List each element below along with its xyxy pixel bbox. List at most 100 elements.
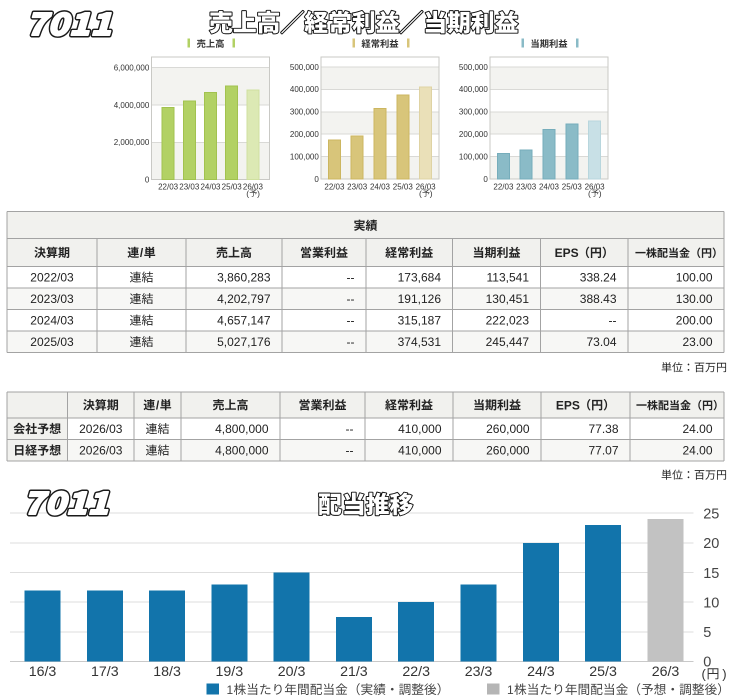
svg-text:25/03: 25/03 xyxy=(562,183,583,192)
svg-text:26/03: 26/03 xyxy=(416,183,437,192)
svg-text:260,000: 260,000 xyxy=(486,444,530,458)
svg-text:1: 1 xyxy=(507,683,514,697)
svg-text:(: ( xyxy=(588,188,591,198)
svg-text:--: -- xyxy=(347,271,355,285)
svg-text:18/3: 18/3 xyxy=(153,664,181,680)
svg-text:2024/03: 2024/03 xyxy=(30,314,74,328)
svg-text:245,447: 245,447 xyxy=(486,335,530,349)
svg-text:400,000: 400,000 xyxy=(459,85,488,94)
svg-text:--: -- xyxy=(346,422,354,436)
svg-text:25: 25 xyxy=(703,507,719,523)
svg-text:25/03: 25/03 xyxy=(222,183,243,192)
svg-text:23/3: 23/3 xyxy=(465,664,493,680)
svg-text:--: -- xyxy=(347,292,355,306)
svg-text:26/03: 26/03 xyxy=(585,183,606,192)
svg-text:(: ( xyxy=(246,188,249,198)
svg-text:100.00: 100.00 xyxy=(676,271,713,285)
svg-text:173,684: 173,684 xyxy=(398,271,442,285)
svg-text:24/03: 24/03 xyxy=(539,183,560,192)
svg-text:24.00: 24.00 xyxy=(682,422,712,436)
svg-text:/: / xyxy=(140,246,144,260)
svg-text:130.00: 130.00 xyxy=(676,292,713,306)
svg-text:2,000,000: 2,000,000 xyxy=(114,138,150,147)
svg-text:200.00: 200.00 xyxy=(676,314,713,328)
svg-text:0: 0 xyxy=(145,175,150,184)
svg-text:315,187: 315,187 xyxy=(398,314,442,328)
svg-text:4,800,000: 4,800,000 xyxy=(215,422,269,436)
svg-text:5,027,176: 5,027,176 xyxy=(217,335,271,349)
svg-text:19/3: 19/3 xyxy=(215,664,243,680)
svg-text:130,451: 130,451 xyxy=(486,292,530,306)
svg-text:0: 0 xyxy=(483,175,488,184)
svg-text:22/03: 22/03 xyxy=(324,183,345,192)
svg-text:200,000: 200,000 xyxy=(290,130,319,139)
svg-text:): ) xyxy=(722,667,726,682)
svg-text:374,531: 374,531 xyxy=(398,335,442,349)
svg-text:260,000: 260,000 xyxy=(486,422,530,436)
svg-text:400,000: 400,000 xyxy=(290,85,319,94)
svg-text:4,000,000: 4,000,000 xyxy=(114,101,150,110)
svg-text:24/3: 24/3 xyxy=(527,664,555,680)
svg-text:--: -- xyxy=(347,314,355,328)
svg-text:EPS: EPS xyxy=(555,246,579,260)
svg-text:21/3: 21/3 xyxy=(340,664,368,680)
svg-text:77.38: 77.38 xyxy=(588,422,618,436)
svg-text:500,000: 500,000 xyxy=(290,63,319,72)
svg-text:2026/03: 2026/03 xyxy=(79,422,123,436)
svg-text:23/03: 23/03 xyxy=(179,183,200,192)
svg-text:4,800,000: 4,800,000 xyxy=(215,444,269,458)
svg-text:22/3: 22/3 xyxy=(402,664,430,680)
svg-text:410,000: 410,000 xyxy=(398,444,442,458)
svg-text:15: 15 xyxy=(703,566,719,582)
svg-text:2025/03: 2025/03 xyxy=(30,335,74,349)
svg-text:100,000: 100,000 xyxy=(290,152,319,161)
svg-text:EPS: EPS xyxy=(556,398,580,412)
svg-text:25/03: 25/03 xyxy=(393,183,414,192)
svg-text:5: 5 xyxy=(703,625,711,641)
svg-text:388.43: 388.43 xyxy=(580,292,617,306)
svg-text:23.00: 23.00 xyxy=(682,335,712,349)
svg-text:100,000: 100,000 xyxy=(459,152,488,161)
svg-text:338.24: 338.24 xyxy=(580,271,617,285)
svg-text:24/03: 24/03 xyxy=(370,183,391,192)
svg-text:191,126: 191,126 xyxy=(398,292,442,306)
svg-text:10: 10 xyxy=(703,595,719,611)
svg-text:): ) xyxy=(257,188,260,198)
svg-text:222,023: 222,023 xyxy=(486,314,530,328)
svg-text:300,000: 300,000 xyxy=(290,108,319,117)
svg-text:/: / xyxy=(156,398,160,412)
svg-text:4,202,797: 4,202,797 xyxy=(217,292,271,306)
svg-text:--: -- xyxy=(609,314,617,328)
svg-text:26/3: 26/3 xyxy=(652,664,680,680)
svg-text:500,000: 500,000 xyxy=(459,63,488,72)
svg-text:(: ( xyxy=(419,188,422,198)
svg-text:0: 0 xyxy=(703,655,711,671)
svg-text:77.07: 77.07 xyxy=(588,444,618,458)
svg-text:23/03: 23/03 xyxy=(347,183,368,192)
svg-text:(: ( xyxy=(702,667,707,682)
svg-text:4,657,147: 4,657,147 xyxy=(217,314,271,328)
svg-text:113,541: 113,541 xyxy=(487,271,530,285)
svg-text:2022/03: 2022/03 xyxy=(30,271,74,285)
svg-text:--: -- xyxy=(347,335,355,349)
svg-text:73.04: 73.04 xyxy=(586,335,616,349)
svg-text:24/03: 24/03 xyxy=(200,183,221,192)
svg-text:17/3: 17/3 xyxy=(91,664,119,680)
svg-text:2026/03: 2026/03 xyxy=(79,444,123,458)
svg-text:6,000,000: 6,000,000 xyxy=(114,64,150,73)
svg-text:23/03: 23/03 xyxy=(516,183,537,192)
svg-text:22/03: 22/03 xyxy=(493,183,514,192)
svg-text:--: -- xyxy=(346,444,354,458)
svg-text:410,000: 410,000 xyxy=(398,422,442,436)
svg-text:26/03: 26/03 xyxy=(243,183,264,192)
svg-text:300,000: 300,000 xyxy=(459,108,488,117)
svg-text:): ) xyxy=(430,188,433,198)
svg-text:0: 0 xyxy=(314,175,319,184)
svg-text:24.00: 24.00 xyxy=(682,444,712,458)
svg-text:25/3: 25/3 xyxy=(589,664,617,680)
svg-text:): ) xyxy=(599,188,602,198)
svg-text:3,860,283: 3,860,283 xyxy=(217,271,271,285)
svg-text:200,000: 200,000 xyxy=(459,130,488,139)
svg-text:16/3: 16/3 xyxy=(29,664,57,680)
svg-text:1: 1 xyxy=(227,683,234,697)
